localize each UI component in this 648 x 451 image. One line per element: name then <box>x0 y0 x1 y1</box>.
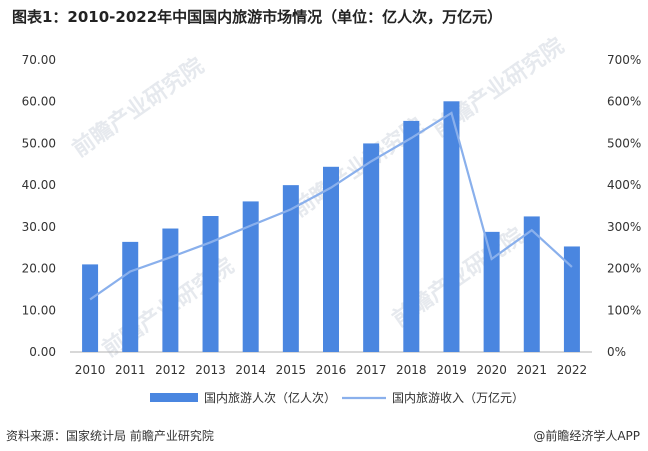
y-right-tick-label: 600% <box>607 95 641 109</box>
bar <box>483 231 500 352</box>
y-left-tick-label: 40.00 <box>22 178 56 192</box>
bar <box>202 216 219 352</box>
bar <box>563 246 580 352</box>
legend-label-line: 国内旅游收入（万亿元） <box>392 390 524 405</box>
y-left-tick-label: 0.00 <box>29 345 56 359</box>
y-right-tick-label: 100% <box>607 303 641 317</box>
y-right-tick-label: 300% <box>607 220 641 234</box>
bar <box>282 185 299 352</box>
y-left-tick-label: 10.00 <box>22 303 56 317</box>
x-tick-label: 2012 <box>155 363 186 377</box>
source-note: 资料来源：国家统计局 前瞻产业研究院 <box>6 429 214 443</box>
y-left-tick-label: 20.00 <box>22 262 56 276</box>
x-tick-label: 2016 <box>316 363 347 377</box>
bar <box>523 216 540 352</box>
chart-title: 图表1：2010-2022年中国国内旅游市场情况（单位：亿人次，万亿元） <box>12 8 503 26</box>
legend-label-bar: 国内旅游人次（亿人次） <box>204 390 336 405</box>
y-left-tick-label: 30.00 <box>22 220 56 234</box>
bar <box>403 120 420 352</box>
x-tick-label: 2019 <box>436 363 467 377</box>
bar <box>82 264 99 352</box>
bar <box>122 241 139 352</box>
bar <box>323 166 339 352</box>
y-right-tick-label: 400% <box>607 178 641 192</box>
x-tick-label: 2011 <box>115 363 146 377</box>
bar <box>162 228 179 352</box>
x-tick-label: 2017 <box>356 363 387 377</box>
x-tick-label: 2010 <box>75 363 106 377</box>
x-tick-label: 2013 <box>195 363 226 377</box>
x-tick-label: 2015 <box>276 363 307 377</box>
y-right-tick-label: 200% <box>607 262 641 276</box>
y-right-tick-label: 700% <box>607 53 641 67</box>
x-tick-label: 2022 <box>557 363 588 377</box>
x-tick-label: 2018 <box>396 363 427 377</box>
legend-swatch-bar <box>150 393 198 402</box>
y-left-tick-label: 60.00 <box>22 95 56 109</box>
bar <box>363 143 380 352</box>
x-tick-label: 2020 <box>476 363 507 377</box>
x-tick-label: 2014 <box>235 363 266 377</box>
brand-label: @前瞻经济学人APP <box>533 429 640 443</box>
y-left-tick-label: 50.00 <box>22 136 56 150</box>
bar <box>443 101 460 352</box>
bar <box>242 201 259 352</box>
x-tick-label: 2021 <box>516 363 547 377</box>
y-right-tick-label: 500% <box>607 136 641 150</box>
y-right-tick-label: 0% <box>607 345 626 359</box>
y-left-tick-label: 70.00 <box>22 53 56 67</box>
